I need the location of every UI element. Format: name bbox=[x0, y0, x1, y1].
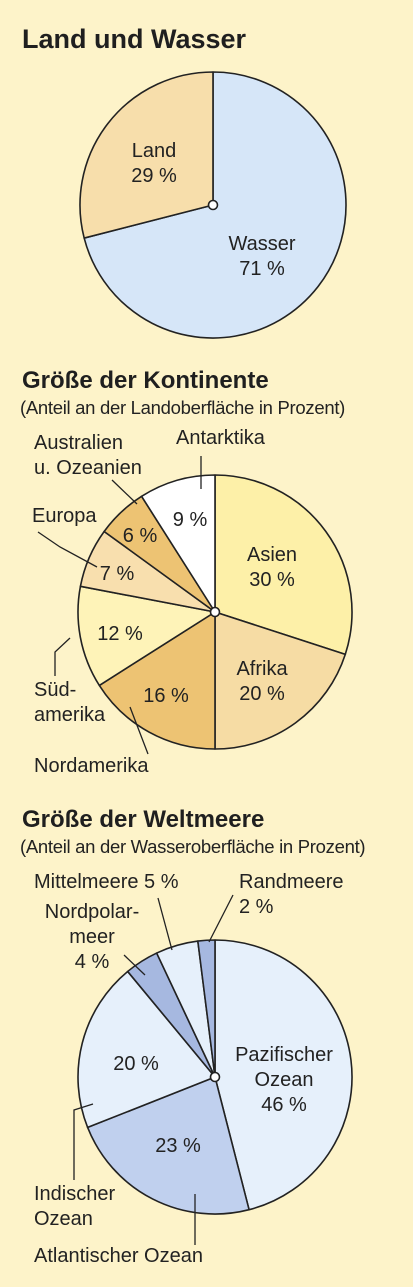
value-nordamerika: 16 % bbox=[143, 685, 189, 707]
value-sudamerika: 12 % bbox=[97, 623, 143, 645]
pie-slice-nordamerika bbox=[98, 611, 216, 750]
pie-slice-asien bbox=[214, 474, 353, 656]
label-nordpolarmeer: Nordpolar-meer 4 % bbox=[45, 901, 139, 973]
leader-line bbox=[208, 894, 234, 943]
pie-slice-antarktika bbox=[140, 474, 216, 613]
label-randmeere: Randmeere 2 % bbox=[239, 871, 344, 918]
chart-3-title: Größe der Weltmeere bbox=[22, 806, 265, 833]
pie-center-dot bbox=[207, 199, 219, 211]
leader-line bbox=[37, 531, 98, 568]
label-europa: Europa bbox=[32, 505, 97, 527]
pie-center-dot bbox=[209, 1071, 221, 1083]
chart-1-title: Land und Wasser bbox=[22, 24, 247, 54]
leader-line bbox=[111, 479, 138, 505]
value-australien-u-ozeanien: 6 % bbox=[123, 525, 158, 547]
pie-slice-atlantischer-ozean bbox=[86, 1076, 250, 1215]
pie-slice-indischer-ozean bbox=[77, 970, 216, 1129]
leader-line bbox=[157, 897, 173, 951]
label-indischer-ozean: Indischer Ozean bbox=[34, 1183, 115, 1230]
chart-2-subtitle: (Anteil an der Landoberfläche in Prozent… bbox=[20, 397, 346, 418]
label-mittelmeere: Mittelmeere 5 % bbox=[34, 871, 179, 893]
chart-2-title: Größe der Kontinente bbox=[22, 367, 269, 394]
value-antarktika: 9 % bbox=[173, 509, 208, 531]
pie-slice-sudamerika bbox=[77, 585, 216, 687]
label-afrika: Afrika 20 % bbox=[236, 658, 288, 705]
pie-center-dot bbox=[209, 606, 221, 618]
label-sudamerika: Süd-amerika bbox=[34, 679, 106, 726]
leader-line bbox=[73, 1103, 94, 1180]
label-atlantischer-ozean: Atlantischer Ozean bbox=[34, 1245, 203, 1267]
label-antarktika: Antarktika bbox=[176, 427, 266, 449]
leader-line bbox=[123, 954, 146, 976]
leader-line bbox=[129, 706, 149, 755]
chart-3-subtitle: (Anteil an der Wasseroberfläche in Proze… bbox=[20, 836, 366, 857]
leader-line bbox=[54, 637, 71, 676]
value-europa: 7 % bbox=[100, 563, 135, 585]
pie-slice-pazifischer-ozean bbox=[214, 939, 353, 1211]
label-land: Land 29 % bbox=[131, 140, 177, 187]
label-asien: Asien 30 % bbox=[247, 544, 297, 591]
pie-slice-randmeere bbox=[197, 939, 216, 1078]
label-pazifischer-ozean: Pazifischer Ozean 46 % bbox=[235, 1044, 333, 1116]
label-nordamerika: Nordamerika bbox=[34, 755, 149, 777]
pie-slice-land bbox=[79, 71, 214, 239]
value-atlantischer-ozean: 23 % bbox=[155, 1135, 201, 1157]
value-indischer-ozean: 20 % bbox=[113, 1053, 159, 1075]
label-australien-u-ozeanien: Australien u. Ozeanien bbox=[34, 432, 142, 479]
label-wasser: Wasser 71 % bbox=[228, 233, 295, 280]
pie-slice-afrika bbox=[214, 611, 347, 750]
